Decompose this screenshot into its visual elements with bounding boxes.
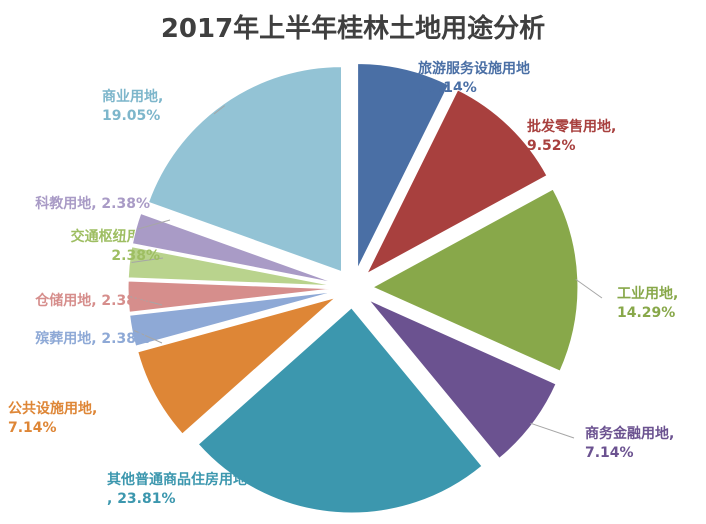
pie-slice-10 bbox=[147, 66, 342, 273]
leader-line-9 bbox=[137, 219, 171, 230]
slice-label-10: 商业用地, 19.05% bbox=[102, 88, 163, 124]
pie-slice-7 bbox=[127, 280, 334, 313]
leader-line-7 bbox=[130, 296, 163, 306]
slice-label-9: 科教用地, 2.38% bbox=[35, 195, 150, 212]
chart-title: 2017年上半年桂林土地用途分析 bbox=[160, 14, 546, 44]
pie-slice-8 bbox=[127, 246, 334, 287]
leader-line-8 bbox=[131, 257, 164, 263]
leader-line-6 bbox=[133, 330, 163, 344]
pie-slice-3 bbox=[368, 299, 557, 460]
pie-slice-0 bbox=[357, 62, 450, 269]
slice-label-4: 其他普通商品住房用地, 23.81% bbox=[107, 471, 247, 507]
slice-label-7: 仓储用地, 2.38% bbox=[34, 292, 150, 309]
pie-slice-6 bbox=[129, 291, 334, 347]
slice-label-5: 公共设施用地, 7.14% bbox=[8, 400, 97, 436]
leader-line-10 bbox=[213, 105, 226, 115]
slice-label-1: 批发零售用地, 9.52% bbox=[527, 118, 616, 154]
pie-slice-2 bbox=[371, 188, 579, 372]
pie-slice-5 bbox=[137, 297, 336, 435]
leader-line-3 bbox=[530, 422, 575, 439]
leader-line-2 bbox=[575, 278, 603, 299]
slice-label-2: 工业用地, 14.29% bbox=[617, 285, 678, 321]
pie-slice-4 bbox=[197, 307, 483, 514]
slice-label-6: 殡葬用地, 2.38% bbox=[35, 330, 150, 347]
slice-label-3: 商务金融用地, 7.14% bbox=[585, 425, 674, 461]
pie-slice-1 bbox=[365, 89, 548, 275]
pie-slice-9 bbox=[131, 212, 334, 284]
slice-label-0: 旅游服务设施用地, 7.14% bbox=[418, 60, 530, 96]
